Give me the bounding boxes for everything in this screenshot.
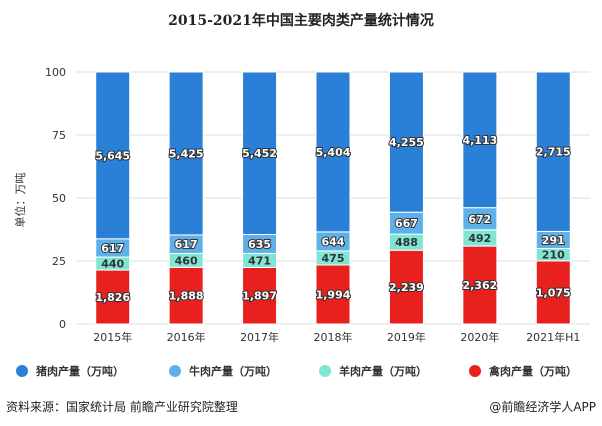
data-label: 1,897	[242, 290, 277, 303]
x-tick-label: 2021年H1	[526, 330, 580, 344]
bar-segment	[95, 71, 131, 240]
data-label: 460	[175, 254, 198, 267]
data-label: 1,075	[536, 286, 571, 299]
data-label: 2,239	[389, 281, 424, 294]
data-label: 492	[468, 232, 491, 245]
y-tick-label: 0	[59, 318, 66, 331]
data-label: 475	[322, 252, 345, 265]
data-label: 672	[468, 213, 491, 226]
data-label: 2,715	[536, 146, 571, 159]
y-tick-label: 50	[52, 192, 66, 205]
legend-label: 猪肉产量（万吨）	[35, 364, 124, 378]
bar-segment	[168, 266, 204, 325]
data-label: 1,826	[95, 291, 130, 304]
data-label: 488	[395, 236, 418, 249]
data-label: 5,425	[169, 147, 204, 160]
brand-credit: @前瞻经济学人APP	[489, 400, 596, 414]
y-tick-label: 25	[52, 255, 66, 268]
legend-label: 牛肉产量（万吨）	[189, 364, 277, 378]
x-tick-label: 2020年	[460, 330, 499, 344]
bar-segment	[462, 245, 498, 325]
data-label: 471	[248, 254, 271, 267]
bar-segment	[535, 71, 571, 232]
data-label: 440	[101, 258, 124, 271]
data-label: 210	[542, 249, 565, 262]
bar-segment	[462, 71, 498, 209]
x-tick-label: 2015年	[93, 330, 132, 344]
chart-title: 2015-2021年中国主要肉类产量统计情况	[168, 13, 434, 29]
data-label: 5,452	[242, 147, 277, 160]
y-tick-label: 100	[45, 66, 66, 79]
legend-marker	[319, 365, 331, 377]
legend-label: 禽肉产量（万吨）	[488, 364, 577, 378]
data-label: 617	[175, 238, 198, 251]
source-note: 资料来源：国家统计局 前瞻产业研究院整理	[6, 400, 238, 414]
legend-marker	[169, 365, 181, 377]
x-tick-label: 2017年	[240, 330, 279, 344]
bar-segment	[388, 249, 424, 325]
data-label: 644	[322, 235, 345, 248]
legend-label: 羊肉产量（万吨）	[339, 364, 427, 378]
bar-segment	[315, 264, 351, 325]
data-label: 291	[542, 234, 565, 247]
data-label: 4,255	[389, 136, 424, 149]
bar-segment	[535, 260, 571, 325]
bar-segment	[242, 266, 278, 325]
x-tick-label: 2016年	[167, 330, 206, 344]
data-label: 617	[101, 242, 124, 255]
y-tick-label: 75	[52, 129, 66, 142]
data-label: 5,645	[95, 149, 130, 162]
bar-segment	[95, 269, 131, 325]
bar-segment	[388, 71, 424, 213]
legend-marker	[469, 365, 481, 377]
bar-segment	[315, 71, 351, 233]
legend-marker	[16, 365, 28, 377]
data-label: 635	[248, 238, 271, 251]
bar-segment	[168, 71, 204, 236]
bar-segment	[242, 71, 278, 235]
data-label: 667	[395, 217, 418, 230]
y-axis-label: 单位：万吨	[13, 173, 27, 228]
data-label: 2,362	[462, 279, 497, 292]
data-label: 1,888	[169, 290, 204, 303]
data-label: 5,404	[316, 146, 351, 159]
x-tick-label: 2018年	[314, 330, 353, 344]
data-label: 4,113	[462, 134, 497, 147]
data-label: 1,994	[316, 289, 351, 302]
x-tick-label: 2019年	[387, 330, 426, 344]
